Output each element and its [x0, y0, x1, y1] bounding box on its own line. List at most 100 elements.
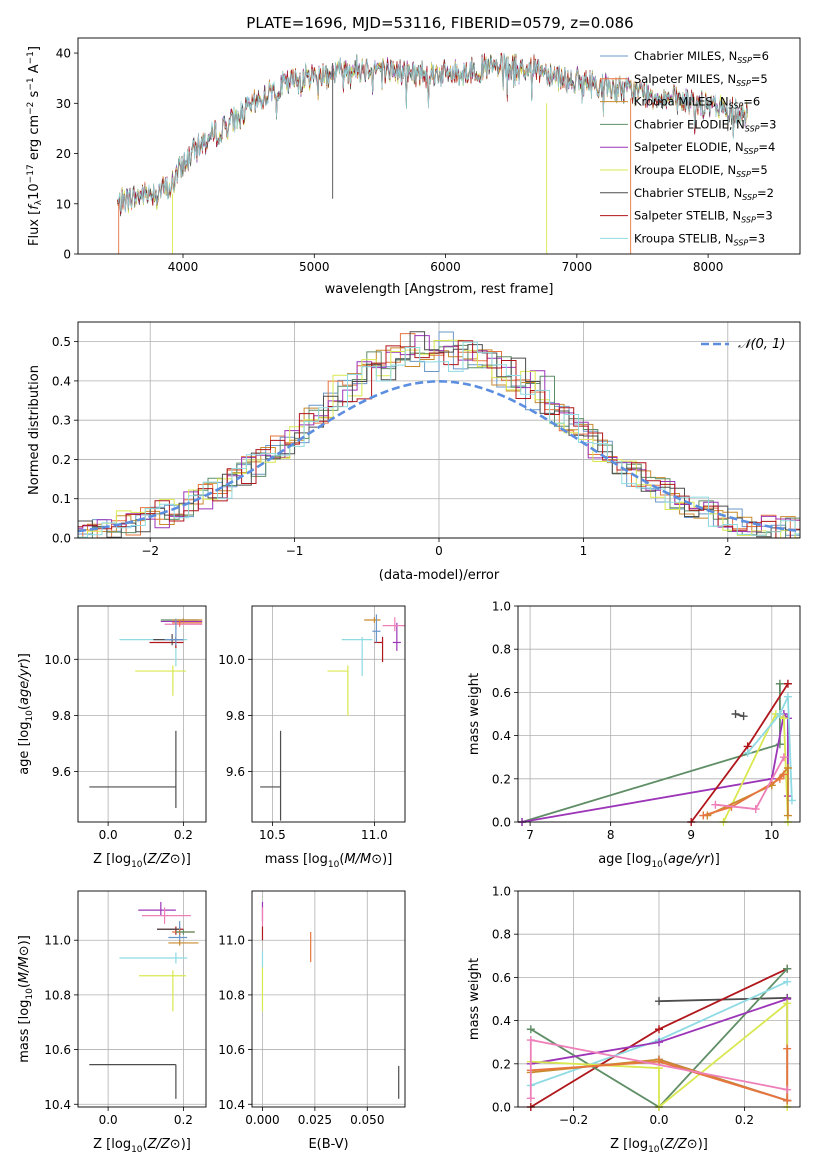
x-tick-label: 0.0 [99, 828, 118, 842]
weight-marker [783, 964, 792, 973]
y-tick-label: 0.3 [52, 414, 71, 428]
weight-line [703, 773, 785, 817]
x-tick-label: 0.025 [298, 1113, 332, 1127]
error-point [374, 636, 384, 663]
x-axis-label: wavelength [Angstrom, rest frame] [325, 282, 554, 297]
x-axis-label: E(B-V) [308, 1137, 348, 1152]
error-point [327, 665, 349, 716]
y-tick-label: 9.6 [52, 765, 71, 779]
x-axis-label: Z [log10(Z/Z⊙)] [93, 852, 191, 870]
x-tick-label: 0.050 [350, 1113, 384, 1127]
x-axis-label: Z [log10(Z/Z⊙)] [610, 1137, 708, 1155]
weight-marker [711, 800, 720, 809]
y-tick-label: 0.2 [492, 772, 511, 786]
y-tick-label: 11.0 [44, 934, 71, 948]
weight-marker [751, 805, 760, 814]
error-point [119, 636, 188, 667]
y-tick-label: 10.0 [218, 653, 245, 667]
page-title: PLATE=1696, MJD=53116, FIBERID=0579, z=0… [246, 14, 633, 32]
weight-marker [779, 770, 788, 779]
y-tick-label: 0.0 [492, 1101, 511, 1115]
x-tick-label: 11.0 [361, 828, 388, 842]
y-tick-label: 0.2 [492, 1057, 511, 1071]
y-tick-label: 10.6 [218, 1043, 245, 1057]
x-axis-label: (data-model)/error [379, 568, 500, 583]
y-tick-label: 10.8 [218, 988, 245, 1002]
legend-label: 𝒩(0, 1) [738, 337, 785, 352]
y-tick-label: 0.6 [492, 686, 511, 700]
weight-marker [783, 1085, 792, 1094]
legend-label: Chabrier STELIB, NSSP=2 [634, 186, 774, 202]
normal-curve [77, 379, 801, 533]
weight-marker [783, 679, 792, 688]
error-point [138, 970, 187, 1012]
weight-marker [783, 1044, 792, 1053]
legend-label: Chabrier MILES, NSSP=6 [634, 49, 769, 65]
weight-marker [655, 997, 663, 1006]
weight-marker [775, 740, 784, 749]
y-tick-label: 11.0 [218, 934, 245, 948]
x-axis-label: mass [log10(M/M⊙)] [265, 852, 393, 870]
error-point [341, 636, 373, 677]
weight-marker [526, 1094, 535, 1103]
weight-marker [739, 712, 748, 721]
mass-vs-Z-panel: 0.0 0.2 10.4 10.6 10.8 11.0 Z [log10(Z/Z⊙)] mas… [17, 890, 207, 1155]
axes-frame [77, 605, 207, 823]
weight-marker [775, 679, 784, 688]
x-tick-label: 10 [764, 828, 779, 842]
x-tick-label: 9 [687, 828, 695, 842]
axes-frame [77, 321, 801, 539]
spectrum-legend: Chabrier MILES, NSSP=6 Salpeter MILES, NS… [600, 49, 776, 247]
mass-vs-ebv-panel: 0.000 0.025 0.050 10.4 10.6 10.8 11.0 E(B-V) [218, 890, 406, 1152]
weight-marker [783, 977, 792, 986]
y-tick-label: 10 [56, 197, 71, 211]
x-tick-label: 0.0 [99, 1113, 118, 1127]
y-tick-label: 10.0 [44, 653, 71, 667]
error-point [135, 665, 187, 696]
weight-marker [655, 1025, 663, 1034]
y-tick-label: 0.5 [52, 335, 71, 349]
y-tick-label: 0 [63, 248, 71, 262]
weight-marker [526, 1025, 535, 1034]
axes-frame [77, 37, 801, 255]
error-point [172, 618, 203, 622]
error-point [364, 617, 381, 623]
x-tick-label: 0.2 [174, 1113, 193, 1127]
y-tick-label: 0.6 [492, 971, 511, 985]
histogram-step [78, 340, 800, 539]
axes-frame [77, 890, 207, 1108]
y-tick-label: 0.8 [492, 928, 511, 942]
error-point [168, 940, 199, 946]
y-axis-label: Flux [fλ10−17 erg cm−2 s−1 A−1] [26, 46, 44, 246]
y-tick-label: 9.6 [226, 765, 245, 779]
y-tick-label: 30 [56, 97, 71, 111]
x-tick-label: 0 [435, 544, 443, 558]
x-tick-label: 0.2 [735, 1113, 754, 1127]
x-tick-label: 0.0 [649, 1113, 668, 1127]
error-point [89, 1064, 177, 1099]
weight-marker [783, 692, 792, 701]
legend-label: Kroupa MILES, NSSP=6 [634, 95, 760, 111]
error-point [382, 617, 405, 632]
error-point [89, 730, 177, 808]
x-tick-label: 0.2 [174, 828, 193, 842]
weight-vs-Z-panel: −0.2 0.0 0.2 0.0 0.2 0.4 0.6 0.8 1.0 Z [log10(Z/Z… [467, 885, 801, 1155]
weight-marker [783, 999, 792, 1008]
y-tick-label: 10.4 [44, 1098, 71, 1112]
x-axis-label: age [log10(age/yr)] [598, 852, 720, 870]
weight-marker [775, 710, 784, 718]
x-tick-label: 8000 [693, 260, 724, 274]
x-tick-label: 8 [607, 828, 615, 842]
error-point [175, 929, 195, 935]
error-point [172, 620, 203, 626]
y-axis-label: mass weight [467, 958, 482, 1040]
x-tick-label: 2 [724, 544, 732, 558]
x-tick-label: −2 [141, 544, 159, 558]
error-point [142, 907, 191, 924]
weight-marker [783, 764, 792, 772]
y-tick-label: 0.4 [492, 1014, 511, 1028]
y-tick-label: 0.1 [52, 492, 71, 506]
y-tick-label: 20 [56, 147, 71, 161]
axes-frame [517, 605, 801, 823]
y-tick-label: 40 [56, 47, 71, 61]
